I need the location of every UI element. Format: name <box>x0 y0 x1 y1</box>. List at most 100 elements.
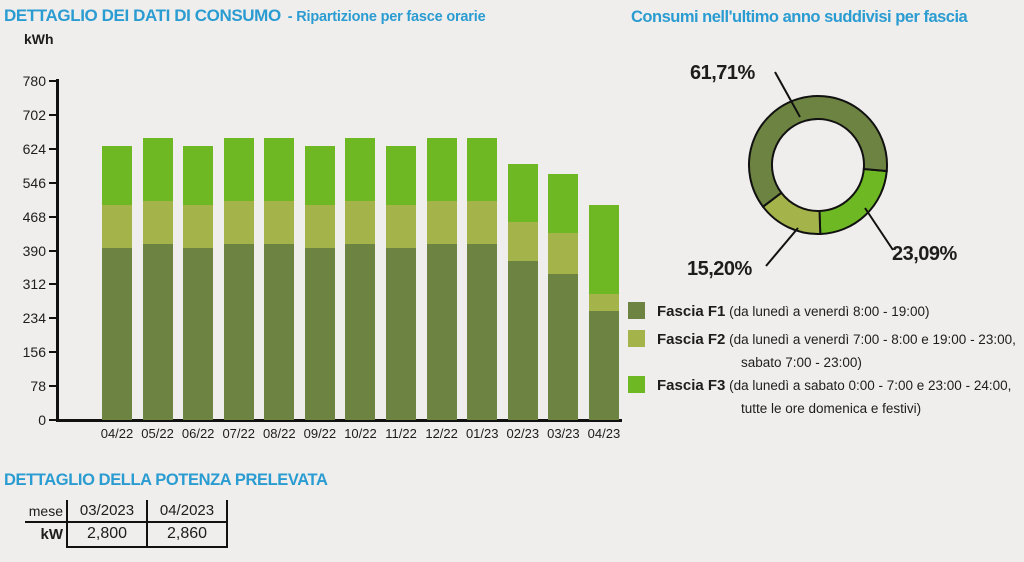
bar-segment-f1 <box>507 261 538 420</box>
power-table-header-month1: 03/2023 <box>79 502 135 519</box>
y-tick-label: 702 <box>22 106 46 123</box>
power-table-header-mese: mese <box>28 503 63 519</box>
legend-desc2-f2: sabato 7:00 - 23:00) <box>741 355 862 370</box>
power-table-title: DETTAGLIO DELLA POTENZA PRELEVATA <box>4 471 328 489</box>
y-tick-mark <box>49 215 57 218</box>
x-axis-label: 04/23 <box>587 426 621 441</box>
y-axis-unit-label: kWh <box>24 31 54 47</box>
donut-chart <box>748 71 894 267</box>
y-axis-line <box>56 79 59 422</box>
x-axis-line <box>56 419 622 422</box>
bar-segment-f1 <box>426 243 457 420</box>
x-axis-label: 04/22 <box>100 426 134 441</box>
bar-segment-f3 <box>507 163 538 223</box>
bar-segment-f2 <box>386 204 417 249</box>
x-axis-label: 07/22 <box>222 426 255 441</box>
bar-segment-f3 <box>304 146 335 205</box>
bar-segment-f2 <box>142 200 173 244</box>
bar-segment-f1 <box>467 243 498 420</box>
y-tick-mark <box>49 181 57 184</box>
bar-segment-f2 <box>345 200 376 244</box>
legend-swatch-f1 <box>628 302 645 319</box>
x-axis-label: 08/22 <box>263 426 296 441</box>
bar-segment-f1 <box>386 248 417 420</box>
bar-segment-f2 <box>507 222 538 262</box>
legend-text-f2: Fascia F2 (da lunedì a venerdì 7:00 - 8:… <box>657 328 1016 374</box>
y-tick-label: 624 <box>22 140 46 157</box>
y-tick-mark <box>49 419 57 421</box>
bar-segment-f3 <box>102 146 132 205</box>
bar-segment-f3 <box>264 137 295 201</box>
bar-segment-f3 <box>345 137 376 201</box>
bar-segment-f1 <box>345 243 376 420</box>
legend-desc-f1: (da lunedì a venerdì 8:00 - 19:00) <box>729 304 930 319</box>
y-tick-label: 546 <box>22 174 46 191</box>
bar-segment-f1 <box>142 243 173 420</box>
donut-callout-f2 <box>765 227 799 267</box>
table-divider-vertical-3 <box>226 500 228 548</box>
legend-name-f1: Fascia F1 <box>657 303 726 320</box>
table-divider-vertical-1 <box>66 500 68 548</box>
bar-chart-title-main: DETTAGLIO DEI DATI DI CONSUMO <box>4 6 281 25</box>
legend-item-f3: Fascia F3 (da lunedì a sabato 0:00 - 7:0… <box>628 374 1011 420</box>
x-axis-label: 03/23 <box>547 426 580 441</box>
legend-item-f2: Fascia F2 (da lunedì a venerdì 7:00 - 8:… <box>628 328 1016 374</box>
bar-segment-f2 <box>264 200 295 244</box>
bar-segment-f1 <box>223 243 254 420</box>
y-tick-mark <box>49 113 57 116</box>
bar-segment-f1 <box>264 243 295 420</box>
y-tick-mark <box>49 80 57 82</box>
legend-desc-f3: (da lunedì a sabato 0:00 - 7:00 e 23:00 … <box>729 378 1012 393</box>
power-table-row-kw-label: kW <box>40 526 64 543</box>
donut-label-f2: 15,20% <box>687 258 752 280</box>
x-axis-label: 11/22 <box>385 426 417 441</box>
bar-segment-f2 <box>304 204 335 249</box>
x-axis-label: 05/22 <box>141 426 174 441</box>
donut-callout-f1 <box>774 71 801 118</box>
bar-segment-f2 <box>548 233 579 275</box>
bar-segment-f2 <box>467 200 498 244</box>
y-tick-mark <box>49 385 57 388</box>
bar-segment-f2 <box>183 204 214 249</box>
y-tick-mark <box>49 283 57 286</box>
legend-text-f1: Fascia F1 (da lunedì a venerdì 8:00 - 19… <box>657 300 930 323</box>
x-axis-label: 01/23 <box>465 426 499 441</box>
legend-swatch-f2 <box>628 330 645 347</box>
bar-segment-f3 <box>467 137 498 201</box>
bar-chart-title-sub: - Ripartizione per fasce orarie <box>287 9 486 25</box>
bar-segment-f3 <box>426 137 457 201</box>
donut-chart-title: Consumi nell'ultimo anno suddivisi per f… <box>631 8 968 26</box>
bar-segment-f3 <box>223 137 254 201</box>
bar-segment-f1 <box>304 248 335 420</box>
y-tick-label: 0 <box>38 412 46 428</box>
y-tick-label: 312 <box>22 276 46 293</box>
table-divider-vertical-2 <box>146 500 148 548</box>
y-tick-mark <box>49 147 57 150</box>
legend-desc-f2: (da lunedì a venerdì 7:00 - 8:00 e 19:00… <box>729 332 1016 347</box>
bar-segment-f1 <box>102 248 132 420</box>
table-border-bottom <box>66 546 228 548</box>
donut-callout-f3 <box>864 207 894 251</box>
y-tick-label: 780 <box>22 73 46 89</box>
bar-segment-f2 <box>426 200 457 244</box>
legend-desc2-f3: tutte le ore domenica e festivi) <box>741 401 922 416</box>
bar-chart-title: DETTAGLIO DEI DATI DI CONSUMO - Ripartiz… <box>4 6 486 26</box>
y-tick-mark <box>49 351 57 354</box>
power-table-value-month2: 2,860 <box>166 525 208 542</box>
legend-item-f1: Fascia F1 (da lunedì a venerdì 8:00 - 19… <box>628 300 930 323</box>
bar-segment-f3 <box>142 137 173 201</box>
y-tick-mark <box>49 249 57 252</box>
y-tick-label: 156 <box>22 344 46 361</box>
x-axis-label: 09/22 <box>303 426 337 441</box>
power-table-value-month1: 2,800 <box>86 525 128 542</box>
bar-segment-f1 <box>183 248 214 420</box>
bar-segment-f3 <box>588 204 619 294</box>
x-axis-label: 12/22 <box>425 426 458 441</box>
y-tick-label: 234 <box>22 310 46 327</box>
donut-label-f3: 23,09% <box>892 243 957 265</box>
legend-text-f3: Fascia F3 (da lunedì a sabato 0:00 - 7:0… <box>657 374 1011 420</box>
x-axis-label: 06/22 <box>181 426 215 441</box>
stacked-bar-chart: 780 702 624 546 468 390 312 234 156 78 0 04/22 05/22… <box>22 73 622 441</box>
legend-swatch-f3 <box>628 376 645 393</box>
